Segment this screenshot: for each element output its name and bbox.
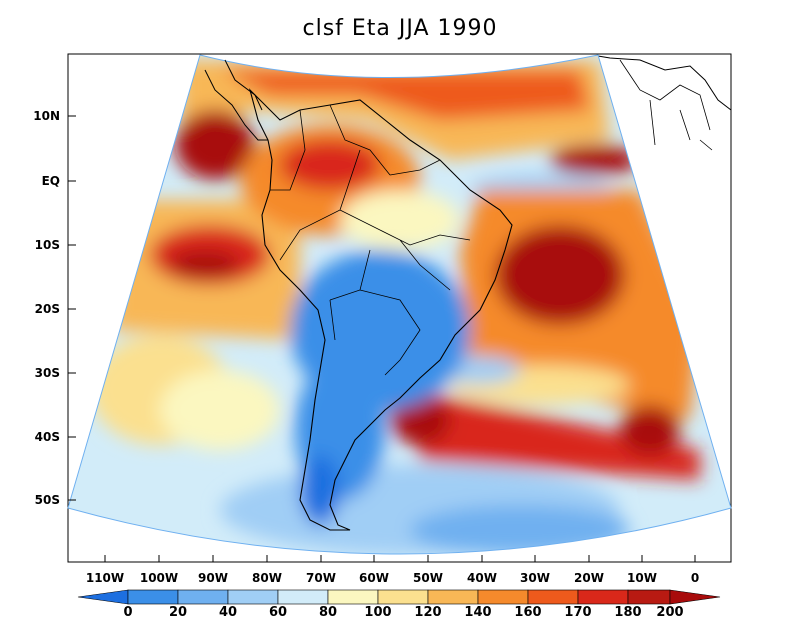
colorbar-label: 0: [123, 605, 132, 618]
y-axis: 10N EQ 10S 20S 30S 40S 50S: [33, 109, 76, 507]
colorbar-swatch: [377, 589, 429, 605]
precipitation-field: [68, 55, 731, 554]
colorbar-label: 180: [614, 605, 641, 618]
country-borders: [270, 104, 471, 376]
y-tick-label: 40S: [35, 430, 60, 444]
colorbar-label: 170: [564, 605, 591, 618]
x-tick-label: 10W: [627, 571, 657, 585]
colorbar-swatch: [527, 589, 579, 605]
colorbar-low-arrow: [77, 589, 129, 605]
colorbar-label: 100: [364, 605, 391, 618]
colorbar-label: 120: [414, 605, 441, 618]
x-axis: 110W 100W 90W 80W 70W 60W 50W 40W 30W 20…: [86, 555, 699, 585]
south-america-coastline: [248, 88, 513, 531]
x-tick-label: 110W: [86, 571, 124, 585]
y-tick-label: 30S: [35, 366, 60, 380]
y-tick-label: 50S: [35, 493, 60, 507]
map-title: clsf Eta JJA 1990: [302, 16, 498, 41]
africa-borders: [619, 59, 713, 151]
x-tick-label: 20W: [574, 571, 604, 585]
colorbar-swatch: [327, 589, 379, 605]
colorbar-label: 20: [169, 605, 187, 618]
x-tick-label: 80W: [252, 571, 282, 585]
x-tick-label: 100W: [140, 571, 178, 585]
y-tick-label: 20S: [35, 302, 60, 316]
colorbar-swatch: [477, 589, 529, 605]
colorbar-high-arrow: [669, 589, 721, 605]
central-america-coastline: [204, 59, 268, 141]
colorbar-label: 140: [464, 605, 491, 618]
colorbar-swatch: [277, 589, 329, 605]
x-tick-label: 0: [691, 571, 699, 585]
colorbar-swatch: [577, 589, 629, 605]
colorbar-swatch: [127, 589, 179, 605]
colorbar-label: 200: [656, 605, 683, 618]
x-tick-label: 70W: [306, 571, 336, 585]
colorbar-label: 40: [219, 605, 237, 618]
y-tick-label: EQ: [42, 174, 60, 188]
x-tick-label: 40W: [467, 571, 497, 585]
domain-outline: [67, 54, 732, 555]
y-tick-label: 10N: [33, 109, 60, 123]
y-tick-label: 10S: [35, 238, 60, 252]
x-tick-label: 50W: [413, 571, 443, 585]
colorbar-label: 60: [269, 605, 287, 618]
colorbar: 0 20 40 60 80 100 120 140 160 170 180 20…: [77, 589, 721, 618]
colorbar-label: 80: [319, 605, 337, 618]
colorbar-swatch: [427, 589, 479, 605]
colorbar-swatch: [227, 589, 279, 605]
x-tick-label: 30W: [520, 571, 550, 585]
x-tick-label: 90W: [198, 571, 228, 585]
africa-coastline: [597, 55, 732, 111]
x-tick-label: 60W: [359, 571, 389, 585]
colorbar-swatch: [177, 589, 229, 605]
colorbar-label: 160: [514, 605, 541, 618]
colorbar-swatch: [627, 589, 671, 605]
